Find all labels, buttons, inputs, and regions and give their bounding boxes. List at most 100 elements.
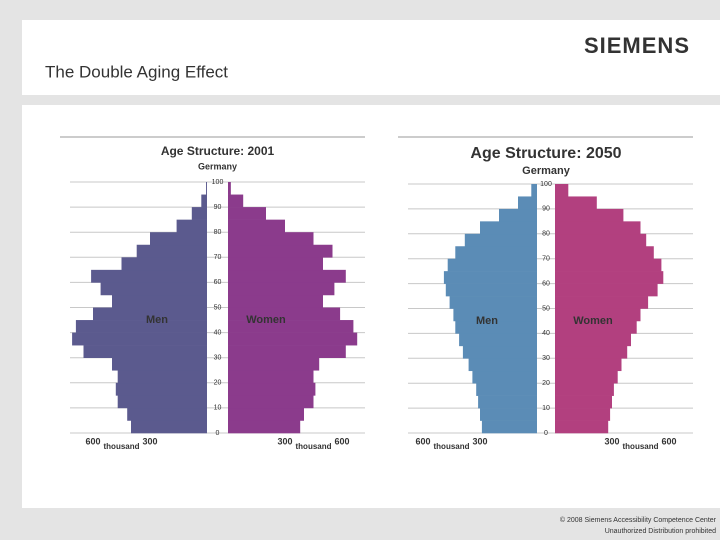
bar bbox=[228, 332, 358, 346]
bar bbox=[455, 320, 537, 334]
bar bbox=[472, 370, 537, 384]
y-tick-label: 40 bbox=[542, 330, 550, 337]
bar bbox=[555, 233, 647, 247]
bar bbox=[555, 283, 658, 297]
bar bbox=[555, 358, 622, 372]
bar bbox=[93, 307, 207, 321]
y-tick-label: 10 bbox=[214, 405, 222, 412]
y-tick-label: 0 bbox=[544, 430, 548, 437]
y-tick-label: 10 bbox=[542, 405, 550, 412]
footer-line: © 2008 Siemens Accessibility Competence … bbox=[560, 516, 717, 524]
x-tick-label: 300 bbox=[604, 436, 619, 446]
bar bbox=[459, 333, 537, 347]
bar bbox=[117, 395, 207, 409]
bar bbox=[228, 357, 320, 371]
bar bbox=[121, 257, 207, 271]
bar bbox=[228, 307, 341, 321]
bar bbox=[555, 221, 641, 235]
bar bbox=[555, 383, 614, 396]
y-tick-label: 100 bbox=[212, 179, 224, 186]
bar bbox=[453, 308, 537, 322]
bar bbox=[443, 271, 537, 284]
chart-subtitle: Germany bbox=[522, 165, 571, 177]
bar bbox=[136, 244, 207, 258]
bar bbox=[228, 182, 231, 195]
bar bbox=[478, 395, 537, 409]
bar bbox=[91, 269, 207, 283]
bar bbox=[555, 296, 649, 309]
bar bbox=[228, 232, 314, 246]
series-label: Men bbox=[146, 314, 168, 326]
bar bbox=[228, 194, 244, 208]
bar bbox=[206, 182, 207, 195]
slide-title: The Double Aging Effect bbox=[45, 62, 228, 81]
bar bbox=[228, 420, 301, 434]
bar bbox=[228, 269, 346, 283]
bar bbox=[555, 246, 654, 259]
y-tick-label: 90 bbox=[214, 204, 222, 211]
bar bbox=[83, 345, 207, 358]
y-tick-label: 40 bbox=[214, 329, 222, 336]
bar bbox=[480, 221, 537, 235]
bar bbox=[449, 296, 537, 309]
bar bbox=[228, 219, 285, 233]
y-tick-label: 50 bbox=[542, 305, 550, 312]
bar bbox=[112, 294, 207, 308]
x-unit-label: thousand bbox=[296, 442, 332, 451]
bar bbox=[555, 196, 597, 210]
bar bbox=[480, 408, 537, 421]
bar bbox=[555, 271, 664, 284]
bar bbox=[131, 420, 207, 434]
y-tick-label: 20 bbox=[214, 380, 222, 387]
header-band bbox=[22, 20, 720, 95]
x-tick-label: 300 bbox=[472, 436, 487, 446]
y-tick-label: 20 bbox=[542, 380, 550, 387]
bar bbox=[228, 244, 333, 258]
bar bbox=[228, 282, 335, 296]
bar bbox=[445, 283, 537, 297]
bar bbox=[555, 395, 612, 409]
bar bbox=[468, 358, 537, 372]
bar bbox=[100, 282, 207, 296]
x-tick-label: 600 bbox=[415, 436, 430, 446]
bar bbox=[455, 246, 537, 259]
bar bbox=[555, 333, 631, 347]
x-tick-label: 300 bbox=[277, 436, 292, 446]
bar bbox=[555, 345, 628, 359]
bar bbox=[127, 407, 207, 421]
chart-subtitle: Germany bbox=[198, 161, 237, 171]
bar bbox=[191, 207, 207, 220]
bar bbox=[117, 370, 207, 384]
bar bbox=[228, 207, 266, 220]
bar bbox=[555, 258, 662, 272]
y-tick-label: 60 bbox=[542, 280, 550, 287]
bar bbox=[228, 320, 354, 333]
bar bbox=[228, 370, 314, 384]
bar bbox=[176, 219, 207, 233]
y-tick-label: 80 bbox=[214, 229, 222, 236]
bar bbox=[228, 382, 316, 396]
y-tick-label: 60 bbox=[214, 279, 222, 286]
bar bbox=[476, 383, 537, 396]
bar bbox=[555, 308, 641, 322]
bar bbox=[555, 420, 609, 434]
x-unit-label: thousand bbox=[104, 442, 140, 451]
y-tick-label: 30 bbox=[214, 355, 222, 362]
bar bbox=[555, 208, 624, 222]
x-tick-label: 600 bbox=[85, 436, 100, 446]
y-tick-label: 100 bbox=[540, 181, 552, 188]
x-unit-label: thousand bbox=[623, 442, 659, 451]
y-tick-label: 0 bbox=[216, 430, 220, 437]
bar bbox=[228, 294, 323, 308]
bar bbox=[555, 320, 637, 334]
x-tick-label: 600 bbox=[334, 436, 349, 446]
bar bbox=[531, 184, 537, 197]
series-label: Men bbox=[476, 315, 498, 327]
y-tick-label: 30 bbox=[542, 355, 550, 362]
y-tick-label: 70 bbox=[214, 254, 222, 261]
bar bbox=[75, 320, 208, 333]
footer-line: Unauthorized Distribution prohibited bbox=[605, 528, 716, 535]
bar bbox=[72, 332, 207, 346]
